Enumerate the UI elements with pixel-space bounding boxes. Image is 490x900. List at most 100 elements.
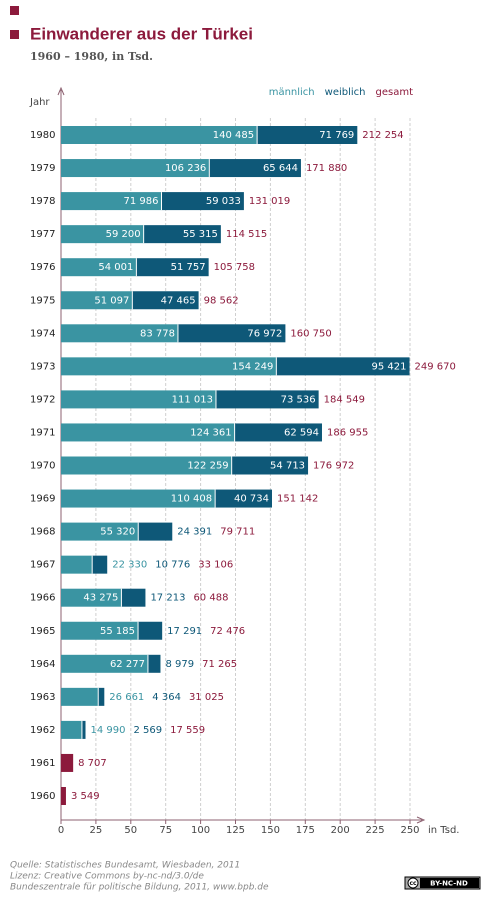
y-axis-arrow (57, 86, 65, 96)
bar-segment (61, 456, 232, 475)
bar-segment (147, 654, 161, 673)
value-label: 3 549 (71, 791, 100, 802)
value-label: 71 986 (123, 196, 158, 207)
value-label: 65 644 (263, 163, 298, 174)
value-label: 17 291 (167, 626, 202, 637)
value-label: 55 320 (100, 527, 135, 538)
x-tick-label: 150 (261, 825, 280, 836)
x-tick-label: 25 (90, 825, 103, 836)
value-label: 131 019 (249, 196, 290, 207)
value-label: 154 249 (232, 361, 273, 372)
bar-segment (161, 192, 244, 211)
y-tick-label: 1977 (30, 229, 55, 240)
value-label: 71 769 (319, 130, 354, 141)
source-line: Quelle: Statistisches Bundesamt, Wiesbad… (10, 861, 240, 871)
bar-segment (132, 291, 199, 310)
bar-segment (136, 258, 209, 277)
bar-segment (61, 258, 137, 277)
y-tick-label: 1975 (30, 295, 55, 306)
y-tick-label: 1971 (30, 427, 55, 438)
bar-segment (215, 489, 272, 508)
bar-segment (61, 489, 216, 508)
x-tick-label: 200 (331, 825, 350, 836)
bar-segment (61, 588, 122, 607)
value-label: 26 661 (109, 692, 144, 703)
value-label: 72 476 (210, 626, 245, 637)
value-label: 17 213 (150, 593, 185, 604)
value-label: 31 025 (189, 692, 224, 703)
x-tick-label: 100 (191, 825, 210, 836)
value-label: 62 277 (110, 659, 145, 670)
svg-text:cc: cc (409, 880, 417, 887)
license-text: BY-NC-ND (430, 880, 468, 888)
value-label: 176 972 (313, 461, 354, 472)
y-tick-label: 1969 (30, 494, 55, 505)
y-tick-label: 1962 (30, 725, 55, 736)
x-axis-label: in Tsd. (428, 825, 459, 836)
value-label: 73 536 (281, 394, 316, 405)
value-label: 54 713 (270, 461, 305, 472)
y-tick-label: 1968 (30, 527, 55, 538)
value-label: 14 990 (91, 725, 126, 736)
value-label: 62 594 (284, 427, 319, 438)
legend-entry: männlich (269, 87, 315, 98)
value-label: 51 097 (94, 295, 129, 306)
y-tick-label: 1967 (30, 560, 55, 571)
bar-segment (121, 588, 146, 607)
y-tick-label: 1980 (30, 130, 55, 141)
value-label: 22 330 (112, 560, 147, 571)
legend: gesamt weiblich männlich (269, 87, 413, 98)
title-marker (10, 6, 19, 15)
footer: Quelle: Statistisches Bundesamt, Wiesbad… (10, 861, 269, 893)
license-badge: cc BY-NC-ND (404, 876, 481, 890)
value-label: 249 670 (415, 361, 456, 372)
y-tick-label: 1978 (30, 196, 55, 207)
value-label: 151 142 (277, 494, 318, 505)
value-label: 76 972 (247, 328, 282, 339)
y-tick-label: 1965 (30, 626, 55, 637)
value-label: 95 421 (372, 361, 407, 372)
bar-segment (61, 357, 277, 376)
value-label: 110 408 (171, 494, 212, 505)
value-label: 171 880 (306, 163, 347, 174)
x-tick-label: 75 (159, 825, 172, 836)
value-label: 55 315 (183, 229, 218, 240)
value-label: 140 485 (213, 130, 254, 141)
value-label: 114 515 (226, 229, 267, 240)
title-marker (10, 30, 19, 39)
bar-segment (177, 324, 286, 343)
bar-segment (209, 159, 301, 178)
value-label: 184 549 (324, 394, 365, 405)
value-label: 212 254 (362, 130, 403, 141)
bar-segment (81, 720, 86, 739)
bar-segment (61, 522, 139, 541)
value-label: 43 275 (83, 593, 118, 604)
x-tick-label: 225 (366, 825, 385, 836)
value-label: 55 185 (100, 626, 135, 637)
value-label: 8 707 (78, 758, 107, 769)
y-tick-label: 1963 (30, 692, 55, 703)
x-tick-label: 175 (296, 825, 315, 836)
value-label: 10 776 (155, 560, 190, 571)
y-tick-label: 1973 (30, 361, 55, 372)
value-label: 105 758 (214, 262, 255, 273)
y-tick-label: 1976 (30, 262, 55, 273)
value-label: 40 734 (234, 494, 269, 505)
x-tick-label: 0 (58, 825, 64, 836)
value-label: 122 259 (187, 461, 228, 472)
bar-segment (61, 324, 178, 343)
value-label: 111 013 (172, 394, 213, 405)
legend-entry: weiblich (325, 87, 366, 98)
chart-title: Einwanderer aus der Türkei (30, 24, 253, 43)
x-tick-label: 50 (124, 825, 137, 836)
bar (61, 753, 74, 772)
y-tick-label: 1972 (30, 394, 55, 405)
value-label: 33 106 (198, 560, 233, 571)
value-label: 71 265 (202, 659, 237, 670)
y-tick-label: 1960 (30, 791, 55, 802)
x-axis-arrow (416, 816, 426, 824)
value-label: 4 364 (152, 692, 181, 703)
value-label: 59 200 (106, 229, 141, 240)
bar-segment (61, 555, 93, 574)
